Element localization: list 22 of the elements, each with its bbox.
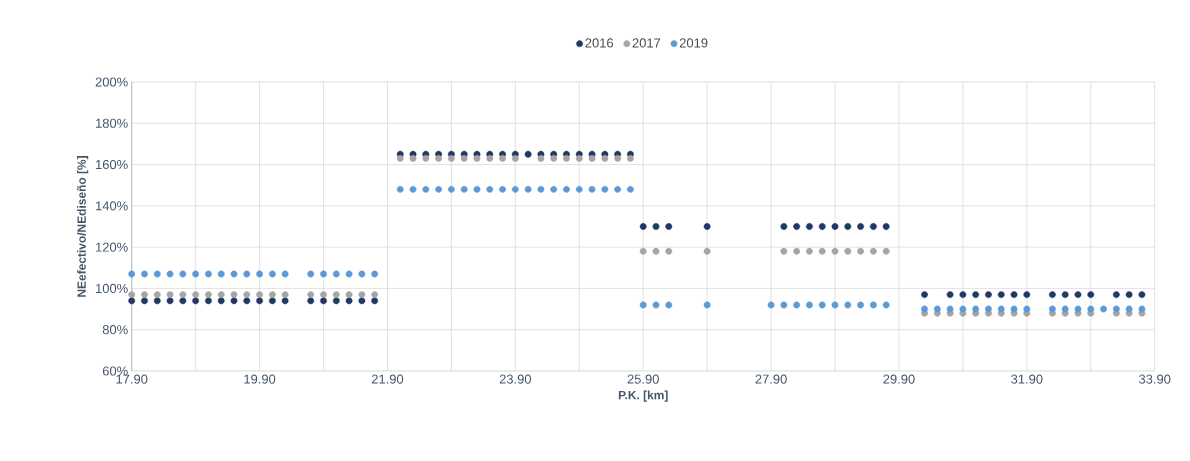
x-tick-label: 29.90 (883, 374, 915, 384)
x-tick-label: 31.90 (1011, 374, 1043, 384)
x-tick-label: 33.90 (1139, 374, 1171, 384)
y-tick-label: 80% (102, 325, 128, 335)
y-tick-label: 200% (95, 77, 128, 87)
legend-label: 2016 (585, 38, 614, 48)
legend-label: 2017 (632, 38, 661, 48)
y-tick-label: 180% (96, 118, 128, 128)
y-tick-label: 160% (96, 159, 128, 170)
y-tick-label: 100% (96, 283, 128, 294)
x-tick-label: 23.90 (499, 374, 532, 384)
y-tick-label: 120% (96, 242, 128, 252)
x-tick-label: 27.90 (755, 374, 787, 384)
y-axis-title: NEefectivo/NEdiseño [%] (77, 156, 89, 297)
y-tick-label: 60% (102, 366, 128, 376)
x-axis-title: P.K. [km] (618, 390, 668, 402)
x-tick-label: 17.90 (116, 374, 148, 384)
x-tick-label: 21.90 (371, 374, 404, 384)
legend-label: 2019 (679, 38, 708, 48)
x-tick-label: 19.90 (244, 374, 276, 384)
x-tick-label: 25.90 (627, 374, 659, 384)
y-tick-label: 140% (96, 201, 128, 211)
